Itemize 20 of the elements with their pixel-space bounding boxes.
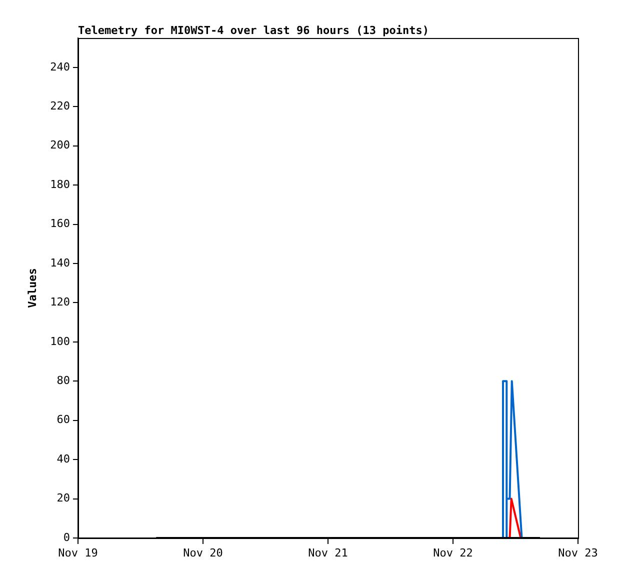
y-tick-label: 180 bbox=[50, 178, 70, 191]
y-tick-label: 140 bbox=[50, 256, 70, 270]
y-tick-label: 240 bbox=[50, 60, 70, 74]
y-tick-label: 100 bbox=[50, 334, 70, 348]
x-tick-label: Nov 23 bbox=[558, 546, 598, 560]
y-tick-label: 20 bbox=[56, 492, 70, 505]
x-tick-label: Nov 19 bbox=[58, 546, 98, 560]
x-tick-label: Nov 20 bbox=[183, 546, 223, 560]
y-tick-label: 40 bbox=[56, 452, 70, 466]
y-tick-label: 0 bbox=[63, 530, 70, 544]
y-tick-label: 60 bbox=[56, 413, 70, 426]
y-tick-label: 160 bbox=[50, 217, 70, 230]
y-tick-label: 80 bbox=[56, 374, 70, 387]
y-tick-label: 220 bbox=[50, 99, 70, 112]
y-tick-label: 120 bbox=[50, 296, 70, 309]
y-tick-label: 200 bbox=[50, 138, 70, 152]
y-axis-title: Values bbox=[26, 268, 39, 308]
x-tick-label: Nov 22 bbox=[433, 546, 473, 560]
chart-title: Telemetry for MI0WST-4 over last 96 hours (13 points) bbox=[78, 24, 429, 37]
x-tick-label: Nov 21 bbox=[308, 546, 348, 560]
